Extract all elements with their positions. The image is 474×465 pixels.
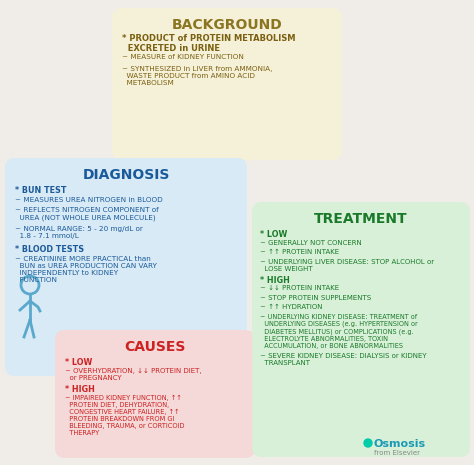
FancyBboxPatch shape [55, 330, 255, 458]
Text: CAUSES: CAUSES [124, 340, 186, 354]
Text: * LOW: * LOW [260, 230, 287, 239]
Text: ~ MEASURE of KIDNEY FUNCTION: ~ MEASURE of KIDNEY FUNCTION [122, 54, 244, 60]
Text: ~ SEVERE KIDNEY DISEASE: DIALYSIS or KIDNEY
  TRANSPLANT: ~ SEVERE KIDNEY DISEASE: DIALYSIS or KID… [260, 353, 427, 366]
Text: ~ ↓↓ PROTEIN INTAKE: ~ ↓↓ PROTEIN INTAKE [260, 285, 339, 291]
Text: * LOW: * LOW [65, 358, 92, 367]
Text: ~ SYNTHESIZED in LIVER from AMMONIA,
  WASTE PRODUCT from AMINO ACID
  METABOLIS: ~ SYNTHESIZED in LIVER from AMMONIA, WAS… [122, 66, 273, 86]
Text: TREATMENT: TREATMENT [314, 212, 408, 226]
Text: ~ STOP PROTEIN SUPPLEMENTS: ~ STOP PROTEIN SUPPLEMENTS [260, 294, 371, 300]
Text: ~ IMPAIRED KIDNEY FUNCTION, ↑↑
  PROTEIN DIET, DEHYDRATION,
  CONGESTIVE HEART F: ~ IMPAIRED KIDNEY FUNCTION, ↑↑ PROTEIN D… [65, 395, 184, 437]
Text: ~ ↑↑ PROTEIN INTAKE: ~ ↑↑ PROTEIN INTAKE [260, 249, 339, 255]
Text: from Elsevier: from Elsevier [374, 450, 420, 456]
FancyBboxPatch shape [112, 8, 342, 160]
Text: Osmosis: Osmosis [374, 439, 426, 449]
Text: BACKGROUND: BACKGROUND [172, 18, 283, 32]
Text: * HIGH: * HIGH [260, 275, 290, 285]
Text: ~ UNDERLYING LIVER DISEASE: STOP ALCOHOL or
  LOSE WEIGHT: ~ UNDERLYING LIVER DISEASE: STOP ALCOHOL… [260, 259, 434, 272]
Text: ~ ↑↑ HYDRATION: ~ ↑↑ HYDRATION [260, 304, 322, 310]
Text: * BUN TEST: * BUN TEST [15, 186, 66, 195]
Text: ~ UNDERLYING KIDNEY DISEASE: TREATMENT of
  UNDERLYING DISEASES (e.g. HYPERTENSI: ~ UNDERLYING KIDNEY DISEASE: TREATMENT o… [260, 313, 418, 348]
Text: * HIGH: * HIGH [65, 385, 95, 394]
FancyBboxPatch shape [5, 158, 247, 376]
Text: ~ NORMAL RANGE: 5 - 20 mg/dL or
  1.8 - 7.1 mmol/L: ~ NORMAL RANGE: 5 - 20 mg/dL or 1.8 - 7.… [15, 226, 143, 239]
Text: DIAGNOSIS: DIAGNOSIS [82, 168, 170, 182]
Text: ~ GENERALLY NOT CONCERN: ~ GENERALLY NOT CONCERN [260, 239, 362, 246]
Circle shape [364, 439, 372, 447]
Text: ~ CREATININE MORE PRACTICAL than
  BUN as UREA PRODUCTION CAN VARY
  INDEPENDENT: ~ CREATININE MORE PRACTICAL than BUN as … [15, 255, 157, 283]
Text: ~ OVERHYDRATION, ↓↓ PROTEIN DIET,
  or PREGNANCY: ~ OVERHYDRATION, ↓↓ PROTEIN DIET, or PRE… [65, 368, 201, 381]
FancyBboxPatch shape [252, 202, 470, 457]
Text: ~ REFLECTS NITROGEN COMPONENT of
  UREA (NOT WHOLE UREA MOLECULE): ~ REFLECTS NITROGEN COMPONENT of UREA (N… [15, 207, 159, 220]
Text: ~ MEASURES UREA NITROGEN in BLOOD: ~ MEASURES UREA NITROGEN in BLOOD [15, 197, 163, 202]
Text: * BLOOD TESTS: * BLOOD TESTS [15, 245, 84, 254]
Text: * PRODUCT of PROTEIN METABOLISM
  EXCRETED in URINE: * PRODUCT of PROTEIN METABOLISM EXCRETED… [122, 34, 295, 53]
